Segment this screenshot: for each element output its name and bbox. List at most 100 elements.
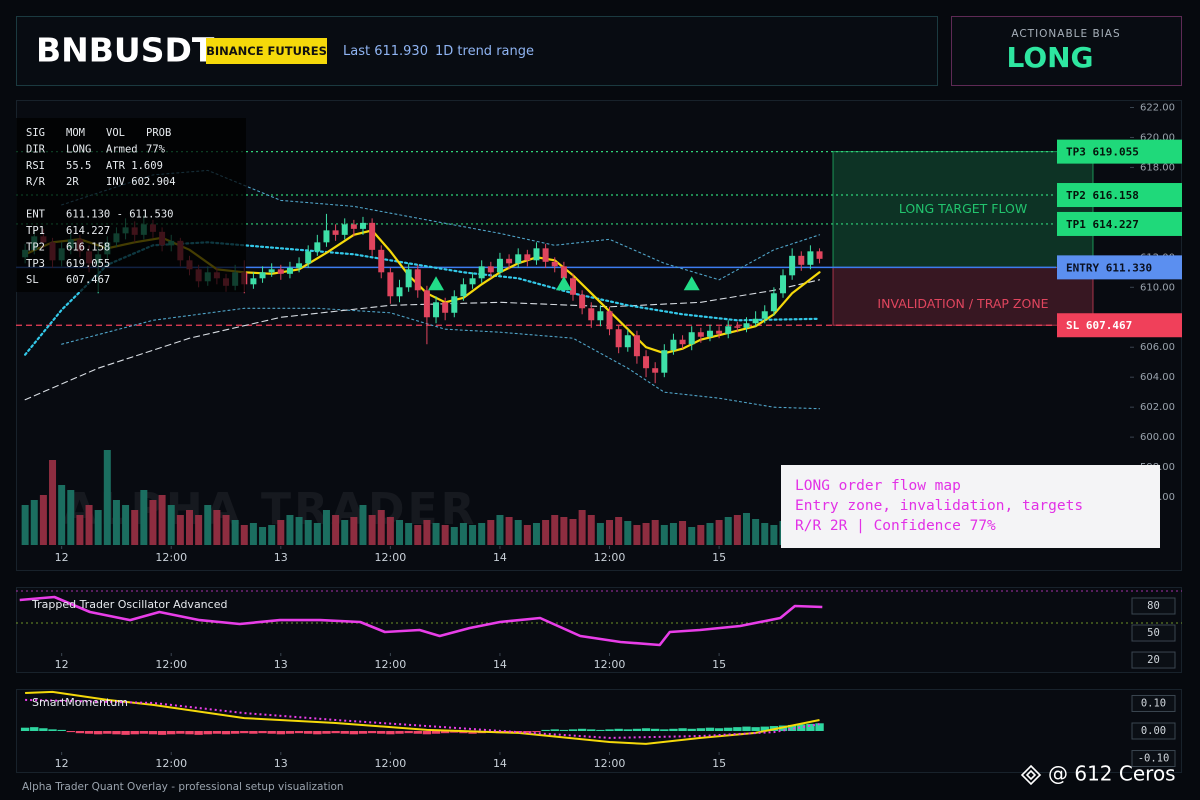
volume-bar (532, 523, 540, 545)
stats-cell: VOL (106, 127, 125, 139)
stats-cell: MOM (66, 127, 85, 139)
candle-body (542, 248, 549, 262)
annotation-line: LONG order flow map (795, 478, 961, 494)
volume-bar (651, 520, 659, 545)
y-tick-label: 80 (1147, 600, 1160, 612)
indicator-title: SmartMomentum (32, 696, 128, 709)
candle-body (752, 318, 759, 324)
volume-bar (386, 517, 394, 545)
y-tick (1131, 651, 1176, 669)
indicator-line (25, 690, 820, 745)
stats-cell: ATR 1.609 (106, 160, 163, 172)
volume-bar (368, 515, 376, 545)
stats-cell: 616.158 (66, 241, 110, 253)
volume-bar (587, 515, 595, 545)
volume-bar (350, 517, 358, 545)
bias-box (951, 16, 1182, 86)
histogram-bar (313, 731, 322, 735)
candle-body (588, 308, 595, 321)
level-tag-label: SL 607.467 (1066, 319, 1132, 332)
volume-bar (679, 521, 687, 545)
volume-bar (58, 485, 66, 545)
candle-body (405, 269, 412, 288)
candle-body (560, 266, 567, 279)
candle-body (250, 278, 257, 285)
stats-cell: LONG (66, 143, 91, 155)
x-tick-label: 14 (493, 658, 507, 671)
volume-bar (94, 510, 102, 545)
candle-body (807, 251, 814, 265)
annotation-box (781, 465, 1160, 548)
candle-body (615, 329, 622, 348)
y-tick-label: 20 (1147, 654, 1160, 666)
volume-bar (459, 523, 467, 545)
histogram-bar (587, 729, 596, 731)
histogram-bar (176, 731, 185, 734)
candle-body (423, 290, 430, 318)
histogram-bar (294, 731, 304, 734)
histogram-bar (57, 729, 66, 731)
volume-bar (505, 517, 513, 545)
volume-bar (542, 520, 550, 545)
histogram-bar (84, 731, 94, 734)
zone-label: LONG TARGET FLOW (899, 201, 1027, 216)
candle-body (332, 230, 339, 235)
histogram-bar (139, 731, 149, 734)
stats-cell: TP2 (26, 241, 45, 253)
histogram-bar (367, 731, 377, 734)
volume-bar (715, 520, 723, 545)
x-tick-label: 14 (493, 757, 507, 770)
candle-body (606, 311, 613, 330)
volume-bar (615, 517, 623, 545)
histogram-bar (450, 731, 459, 733)
histogram-bar (185, 731, 194, 735)
x-tick-label: 12:00 (375, 658, 407, 671)
volume-bar (569, 519, 577, 545)
bias-value: LONG (1006, 41, 1093, 74)
candle-body (515, 254, 522, 264)
stats-cell: ENT (26, 209, 46, 221)
volume-bar (606, 520, 614, 545)
volume-bar (770, 525, 778, 545)
zone-label: INVALIDATION / TRAP ZONE (877, 296, 1048, 311)
histogram-bar (669, 728, 678, 731)
candle-body (442, 302, 449, 313)
volume-bar (158, 495, 166, 545)
x-tick-label: 13 (274, 757, 288, 770)
stats-cell: 2R (66, 176, 79, 188)
y-tick-label: -0.10 (1138, 753, 1170, 765)
volume-bar (669, 523, 677, 545)
volume-bar (149, 500, 157, 545)
volume-bar (660, 525, 668, 545)
histogram-bar (678, 728, 687, 731)
stats-cell: TP3 (26, 258, 45, 270)
volume-bar (286, 515, 294, 545)
candle-body (579, 294, 586, 309)
volume-bar (752, 519, 760, 545)
histogram-bar (568, 729, 578, 731)
volume-bar (295, 517, 303, 545)
histogram-bar (194, 731, 203, 735)
candle-body (323, 230, 330, 243)
zone (832, 151, 1094, 268)
volume-bar (304, 520, 312, 545)
histogram-bar (596, 729, 605, 731)
volume-bar (733, 515, 741, 545)
candle-body (305, 251, 312, 264)
volume-bar (441, 525, 449, 545)
indicator-title: Trapped Trader Oscillator Advanced (31, 598, 227, 611)
y-tick (1131, 722, 1176, 740)
volume-bar (195, 515, 203, 545)
volume-bar (414, 525, 422, 545)
credit-logo (1020, 764, 1042, 786)
x-tick-label: 12:00 (594, 551, 626, 564)
candle-body (314, 242, 321, 252)
histogram-bar (157, 731, 167, 735)
exchange-badge (206, 38, 327, 64)
header-box (16, 16, 938, 86)
x-tick-label: 12:00 (594, 757, 626, 770)
last-price: Last 611.930 (343, 44, 428, 59)
signal-marker (428, 276, 445, 291)
volume-bar (359, 505, 367, 545)
volume-bar (268, 525, 276, 545)
